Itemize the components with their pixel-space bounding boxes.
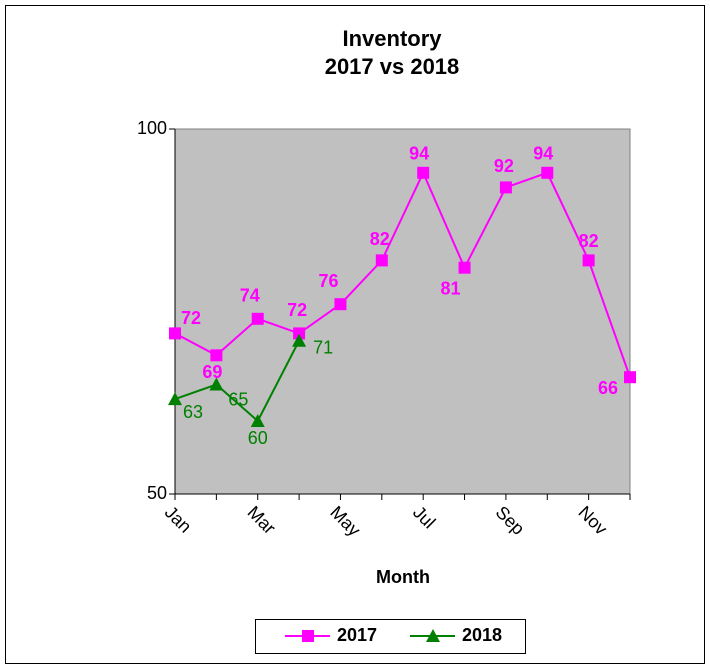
point	[499, 181, 512, 194]
data-label: 94	[533, 144, 553, 164]
chart-title: 2017 vs 2018	[325, 54, 460, 79]
data-label: 74	[240, 286, 260, 306]
series-line	[174, 340, 300, 423]
data-label: 72	[181, 308, 201, 328]
point	[292, 333, 307, 347]
data-label: 63	[183, 402, 203, 422]
data-label: 92	[494, 156, 514, 176]
data-label: 76	[318, 271, 338, 291]
point	[251, 312, 264, 325]
data-label: 69	[202, 362, 222, 382]
legend-label: 2018	[462, 625, 502, 645]
point	[250, 414, 265, 427]
legend-marker	[426, 629, 440, 642]
data-label: 82	[370, 229, 390, 249]
data-label: 82	[579, 231, 599, 251]
y-tick-label: 50	[147, 483, 167, 503]
data-label: 60	[248, 428, 268, 448]
point	[210, 349, 223, 362]
chart-title: Inventory	[342, 26, 442, 51]
legend-marker	[302, 630, 314, 642]
data-label: 81	[441, 278, 461, 298]
data-label: 72	[287, 300, 307, 320]
point	[168, 392, 182, 406]
point	[417, 166, 430, 179]
point	[375, 254, 388, 267]
point	[293, 327, 306, 340]
point	[334, 298, 347, 311]
point	[169, 327, 181, 340]
plot-area	[174, 128, 631, 495]
point	[458, 261, 471, 274]
point	[541, 166, 554, 179]
data-label: 66	[598, 378, 618, 398]
data-label: 65	[228, 389, 248, 409]
point	[624, 371, 636, 384]
legend-label: 2017	[337, 625, 377, 645]
y-tick-label: 100	[137, 118, 167, 138]
x-axis-label: Month	[376, 567, 430, 587]
data-label: 94	[409, 144, 429, 164]
point	[209, 377, 224, 391]
series-line	[174, 170, 631, 378]
point	[582, 254, 595, 267]
data-label: 71	[313, 337, 333, 357]
